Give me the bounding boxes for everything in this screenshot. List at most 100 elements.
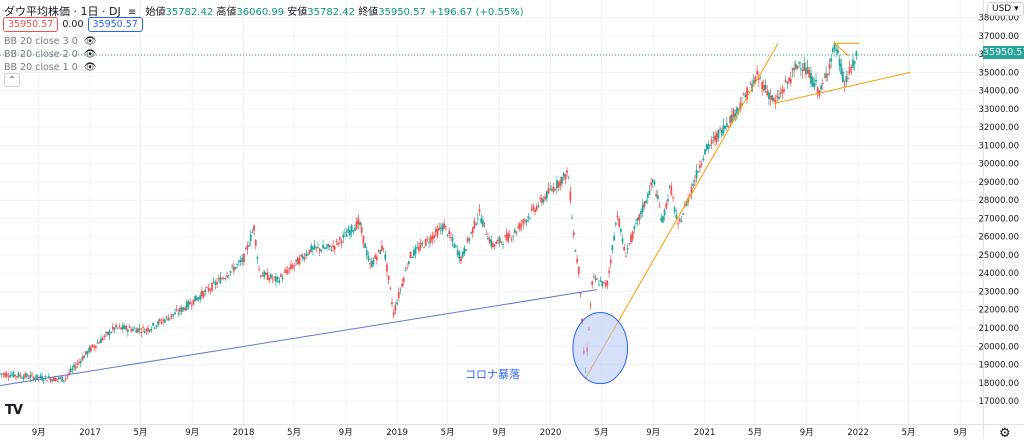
candle-body bbox=[389, 287, 392, 289]
candle-body bbox=[192, 299, 195, 305]
candle-body bbox=[342, 234, 345, 238]
candle-body bbox=[137, 328, 139, 333]
trade-buttons: 35950.57 0.00 35950.57 bbox=[3, 17, 143, 32]
candle-body bbox=[283, 271, 286, 273]
candle-body bbox=[609, 259, 612, 264]
candle-body bbox=[730, 114, 733, 123]
candle-body bbox=[606, 280, 609, 286]
candle-body bbox=[258, 269, 261, 271]
candle-body bbox=[190, 304, 193, 306]
y-tick-label: 23000.00 bbox=[978, 287, 1019, 297]
candle-body bbox=[370, 261, 373, 267]
candle-body bbox=[704, 149, 706, 155]
indicator-bb-3[interactable]: BB 20 close 3 0 👁︎ bbox=[4, 36, 96, 47]
candle-body bbox=[761, 82, 764, 90]
candle-body bbox=[524, 220, 526, 222]
candle-body bbox=[769, 96, 772, 100]
candle-body bbox=[293, 264, 296, 266]
candle-body bbox=[776, 95, 779, 99]
eye-slash-icon[interactable]: 👁︎ bbox=[83, 36, 97, 47]
candle-body bbox=[118, 325, 121, 327]
y-tick-label: 17000.00 bbox=[978, 397, 1019, 407]
candle-body bbox=[364, 243, 367, 248]
eye-slash-icon[interactable]: 👁︎ bbox=[83, 62, 97, 73]
candle-body bbox=[264, 272, 267, 275]
candle-body bbox=[285, 269, 287, 273]
indicator-bb-2[interactable]: BB 20 close 2 0 👁︎ bbox=[4, 49, 96, 60]
candle-body bbox=[831, 48, 834, 52]
candle-body bbox=[547, 188, 550, 194]
y-tick-label: 34000.00 bbox=[978, 87, 1019, 97]
tradingview-logo[interactable]: TV bbox=[5, 403, 23, 418]
candle-body bbox=[0, 373, 1, 375]
candle-body bbox=[623, 246, 626, 251]
currency-select[interactable]: USD ▾ bbox=[987, 2, 1024, 16]
candle-body bbox=[355, 220, 358, 229]
candle-body bbox=[660, 217, 663, 221]
candle-body bbox=[172, 314, 175, 316]
candle-body bbox=[429, 236, 432, 243]
candle-body bbox=[397, 292, 400, 298]
candle-body bbox=[566, 170, 568, 174]
candle-body bbox=[662, 216, 664, 223]
candle-body bbox=[182, 307, 185, 310]
candle-body bbox=[12, 371, 15, 378]
candle-body bbox=[618, 218, 621, 227]
candle-body bbox=[231, 265, 234, 267]
annotation-corona-crash[interactable]: コロナ暴落 bbox=[465, 368, 520, 381]
buy-button[interactable]: 35950.57 bbox=[87, 17, 143, 32]
candle-body bbox=[96, 342, 99, 344]
candle-body bbox=[515, 231, 518, 233]
y-tick-label: 18000.00 bbox=[978, 379, 1019, 389]
candle-body bbox=[352, 230, 355, 232]
indicator-bb-1[interactable]: BB 20 close 1 0 👁︎ bbox=[4, 62, 96, 73]
candle-body bbox=[42, 380, 45, 382]
candle-body bbox=[419, 242, 422, 249]
low-label: 安値 bbox=[287, 7, 308, 18]
candle-body bbox=[421, 243, 424, 244]
candle-body bbox=[794, 63, 797, 69]
gear-icon[interactable]: ⚙ bbox=[999, 426, 1011, 441]
candle-body bbox=[354, 227, 356, 231]
menu-icon[interactable]: ≡ bbox=[127, 7, 137, 18]
candle-body bbox=[275, 276, 277, 282]
chevron-up-icon[interactable]: ⌃ bbox=[4, 73, 20, 87]
candle-body bbox=[672, 197, 674, 198]
x-tick-label: 9月 bbox=[800, 428, 814, 438]
candle-body bbox=[295, 259, 298, 262]
candle-body bbox=[741, 104, 743, 106]
candle-body bbox=[325, 246, 328, 249]
candle-body bbox=[350, 225, 353, 233]
candle-body bbox=[276, 276, 279, 280]
candle-body bbox=[545, 191, 548, 199]
candle-body bbox=[724, 126, 727, 129]
candle-body bbox=[84, 351, 87, 355]
candle-body bbox=[690, 187, 693, 194]
candle-body bbox=[567, 177, 570, 179]
candle-body bbox=[305, 253, 308, 257]
candle-body bbox=[451, 237, 454, 242]
candle-body bbox=[542, 199, 545, 203]
candle-body bbox=[4, 373, 6, 377]
candle-body bbox=[485, 233, 488, 235]
sell-button[interactable]: 35950.57 bbox=[3, 17, 59, 32]
candle-body bbox=[105, 332, 107, 334]
y-tick-label: 28000.00 bbox=[978, 196, 1019, 206]
candle-body bbox=[808, 70, 811, 78]
candle-body bbox=[732, 109, 735, 117]
candle-body bbox=[537, 205, 540, 207]
candle-body bbox=[476, 218, 479, 220]
symbol-name[interactable]: ダウ平均株価 · 1日 · DJ bbox=[4, 5, 121, 18]
candle-body bbox=[34, 377, 37, 380]
candle-body bbox=[744, 94, 747, 98]
y-tick-label: 38000.00 bbox=[978, 14, 1019, 24]
candle-body bbox=[848, 66, 851, 74]
eye-slash-icon[interactable]: 👁︎ bbox=[83, 49, 97, 60]
candle-body bbox=[374, 255, 377, 259]
candle-body bbox=[719, 128, 722, 130]
candle-body bbox=[788, 77, 790, 82]
candle-body bbox=[685, 201, 688, 207]
candle-body bbox=[204, 289, 207, 292]
